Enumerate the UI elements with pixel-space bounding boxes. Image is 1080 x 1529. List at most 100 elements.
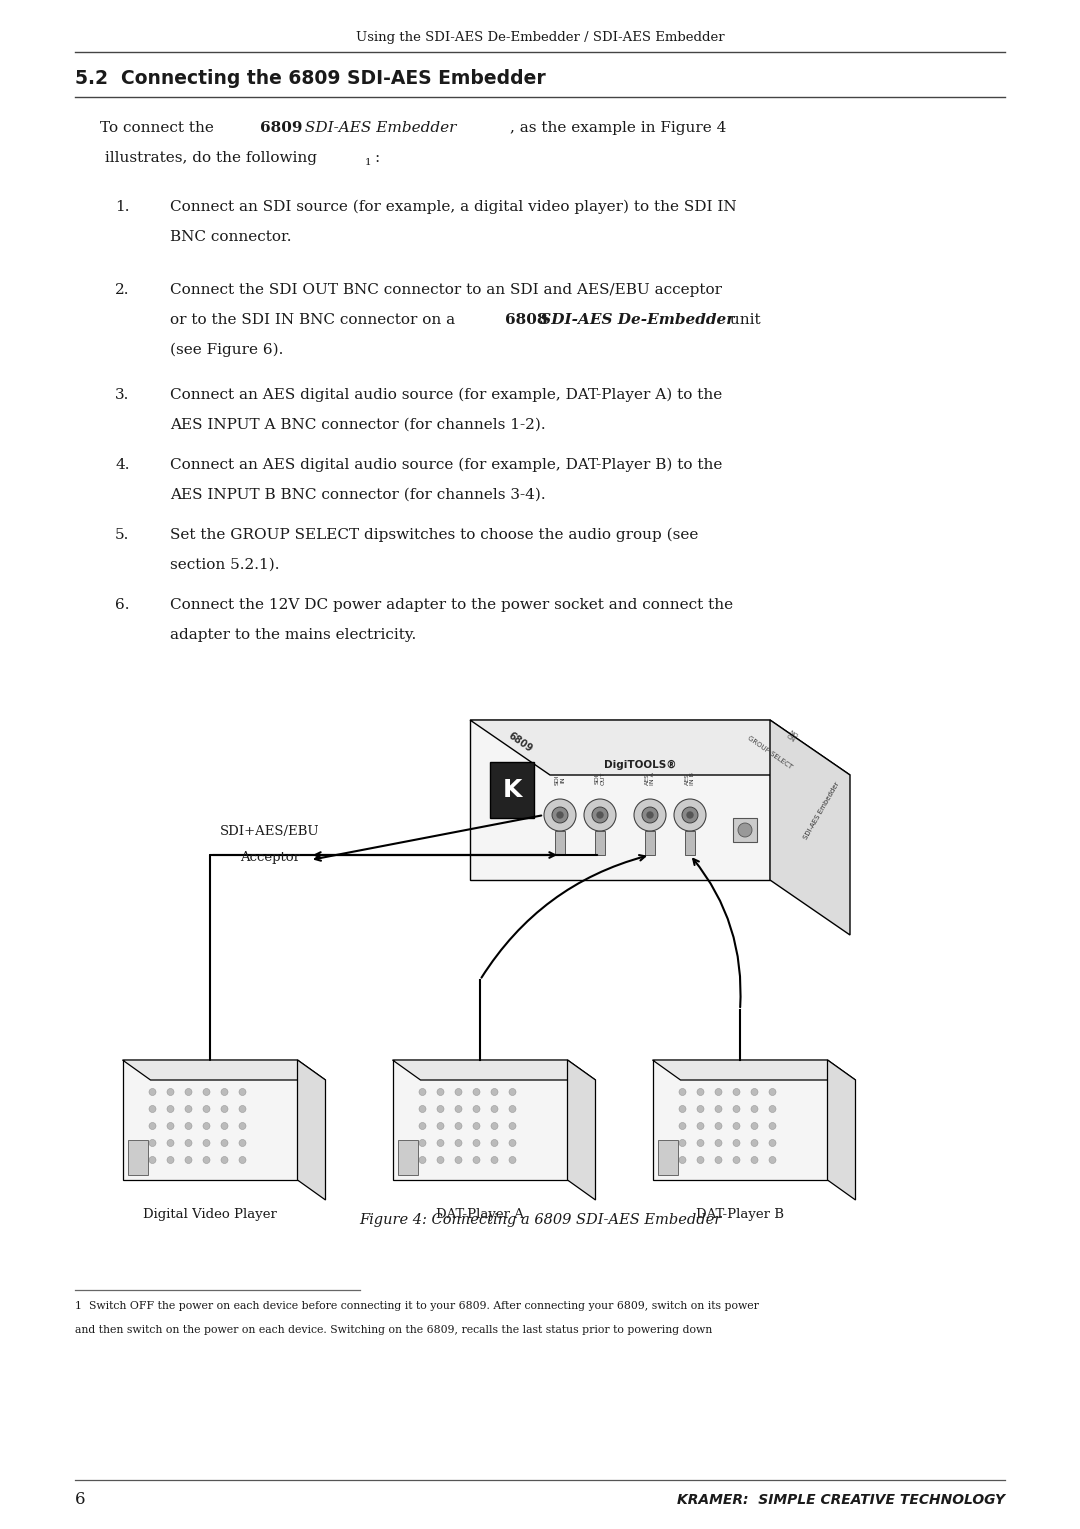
FancyBboxPatch shape — [595, 830, 605, 855]
Circle shape — [697, 1139, 704, 1147]
Circle shape — [437, 1139, 444, 1147]
Text: 5.2  Connecting the 6809 SDI-AES Embedder: 5.2 Connecting the 6809 SDI-AES Embedder — [75, 69, 545, 87]
Circle shape — [751, 1139, 758, 1147]
Circle shape — [419, 1156, 426, 1164]
Polygon shape — [470, 720, 850, 775]
Circle shape — [221, 1089, 228, 1095]
Circle shape — [167, 1089, 174, 1095]
Circle shape — [149, 1156, 156, 1164]
Circle shape — [769, 1139, 777, 1147]
Text: Digital Video Player: Digital Video Player — [143, 1208, 276, 1222]
Polygon shape — [652, 1060, 855, 1079]
Text: 3.: 3. — [114, 388, 130, 402]
Circle shape — [687, 812, 693, 818]
Circle shape — [491, 1122, 498, 1130]
Circle shape — [185, 1156, 192, 1164]
Circle shape — [455, 1139, 462, 1147]
FancyBboxPatch shape — [397, 1141, 418, 1174]
Circle shape — [557, 812, 563, 818]
Text: SDI-AES Embedder: SDI-AES Embedder — [804, 781, 841, 841]
Text: Connect an AES digital audio source (for example, DAT-Player B) to the: Connect an AES digital audio source (for… — [170, 459, 723, 472]
Text: SDI
IN: SDI IN — [555, 774, 566, 784]
Text: BNC connector.: BNC connector. — [170, 229, 292, 245]
Text: K: K — [502, 778, 522, 803]
Circle shape — [733, 1122, 740, 1130]
Circle shape — [419, 1139, 426, 1147]
Polygon shape — [652, 1060, 827, 1180]
Text: Figure 4: Connecting a 6809 SDI-AES Embedder: Figure 4: Connecting a 6809 SDI-AES Embe… — [359, 1212, 721, 1226]
Text: and then switch on the power on each device. Switching on the 6809, recalls the : and then switch on the power on each dev… — [75, 1326, 712, 1335]
Text: DigiTOOLS®: DigiTOOLS® — [604, 760, 676, 771]
Circle shape — [455, 1105, 462, 1113]
Text: unit: unit — [725, 313, 760, 327]
Circle shape — [642, 807, 658, 823]
Text: AES
IN A: AES IN A — [645, 772, 656, 784]
Text: SDI-AES De-Embedder: SDI-AES De-Embedder — [535, 313, 734, 327]
Circle shape — [473, 1105, 480, 1113]
Text: 4.: 4. — [114, 459, 130, 472]
Circle shape — [715, 1089, 723, 1095]
Circle shape — [733, 1105, 740, 1113]
Circle shape — [715, 1139, 723, 1147]
Circle shape — [221, 1122, 228, 1130]
Text: 6809: 6809 — [507, 731, 534, 754]
Text: Connect the 12V DC power adapter to the power socket and connect the: Connect the 12V DC power adapter to the … — [170, 598, 733, 612]
Circle shape — [509, 1139, 516, 1147]
Circle shape — [239, 1105, 246, 1113]
FancyBboxPatch shape — [733, 818, 757, 842]
Circle shape — [185, 1105, 192, 1113]
Text: To connect the: To connect the — [100, 121, 219, 135]
Polygon shape — [392, 1060, 595, 1079]
Circle shape — [239, 1122, 246, 1130]
Text: Set the GROUP SELECT dipswitches to choose the audio group (see: Set the GROUP SELECT dipswitches to choo… — [170, 528, 699, 543]
Circle shape — [584, 800, 616, 830]
Circle shape — [769, 1122, 777, 1130]
Polygon shape — [122, 1060, 297, 1180]
Circle shape — [473, 1122, 480, 1130]
Circle shape — [149, 1122, 156, 1130]
Circle shape — [733, 1139, 740, 1147]
Circle shape — [738, 823, 752, 836]
Text: Using the SDI-AES De-Embedder / SDI-AES Embedder: Using the SDI-AES De-Embedder / SDI-AES … — [355, 32, 725, 44]
Circle shape — [221, 1156, 228, 1164]
Circle shape — [473, 1089, 480, 1095]
Circle shape — [149, 1089, 156, 1095]
Circle shape — [455, 1122, 462, 1130]
Text: 1  Switch OFF the power on each device before connecting it to your 6809. After : 1 Switch OFF the power on each device be… — [75, 1301, 759, 1310]
Text: Connect the SDI OUT BNC connector to an SDI and AES/EBU acceptor: Connect the SDI OUT BNC connector to an … — [170, 283, 723, 297]
Circle shape — [679, 1089, 686, 1095]
Circle shape — [597, 812, 603, 818]
Circle shape — [509, 1156, 516, 1164]
Circle shape — [167, 1105, 174, 1113]
Circle shape — [437, 1156, 444, 1164]
Circle shape — [751, 1156, 758, 1164]
Circle shape — [239, 1089, 246, 1095]
Circle shape — [239, 1139, 246, 1147]
Text: Connect an AES digital audio source (for example, DAT-Player A) to the: Connect an AES digital audio source (for… — [170, 388, 723, 402]
Circle shape — [149, 1139, 156, 1147]
FancyBboxPatch shape — [127, 1141, 148, 1174]
Text: :: : — [374, 151, 379, 165]
Circle shape — [221, 1105, 228, 1113]
Polygon shape — [827, 1060, 855, 1200]
Text: adapter to the mains electricity.: adapter to the mains electricity. — [170, 628, 416, 642]
Text: 5.: 5. — [114, 528, 130, 541]
Circle shape — [509, 1089, 516, 1095]
Circle shape — [203, 1139, 210, 1147]
Circle shape — [751, 1122, 758, 1130]
Polygon shape — [470, 720, 770, 881]
Text: 6.: 6. — [114, 598, 130, 612]
Circle shape — [437, 1105, 444, 1113]
FancyBboxPatch shape — [490, 761, 534, 818]
Text: 6: 6 — [75, 1491, 85, 1509]
Text: (see Figure 6).: (see Figure 6). — [170, 342, 283, 358]
Text: illustrates, do the following: illustrates, do the following — [100, 151, 318, 165]
Circle shape — [733, 1156, 740, 1164]
Text: Acceptor: Acceptor — [240, 852, 300, 864]
Circle shape — [751, 1105, 758, 1113]
Text: GROUP SELECT: GROUP SELECT — [746, 735, 794, 771]
Circle shape — [679, 1139, 686, 1147]
Text: DAT-Player A: DAT-Player A — [436, 1208, 524, 1222]
Circle shape — [473, 1156, 480, 1164]
Circle shape — [697, 1156, 704, 1164]
